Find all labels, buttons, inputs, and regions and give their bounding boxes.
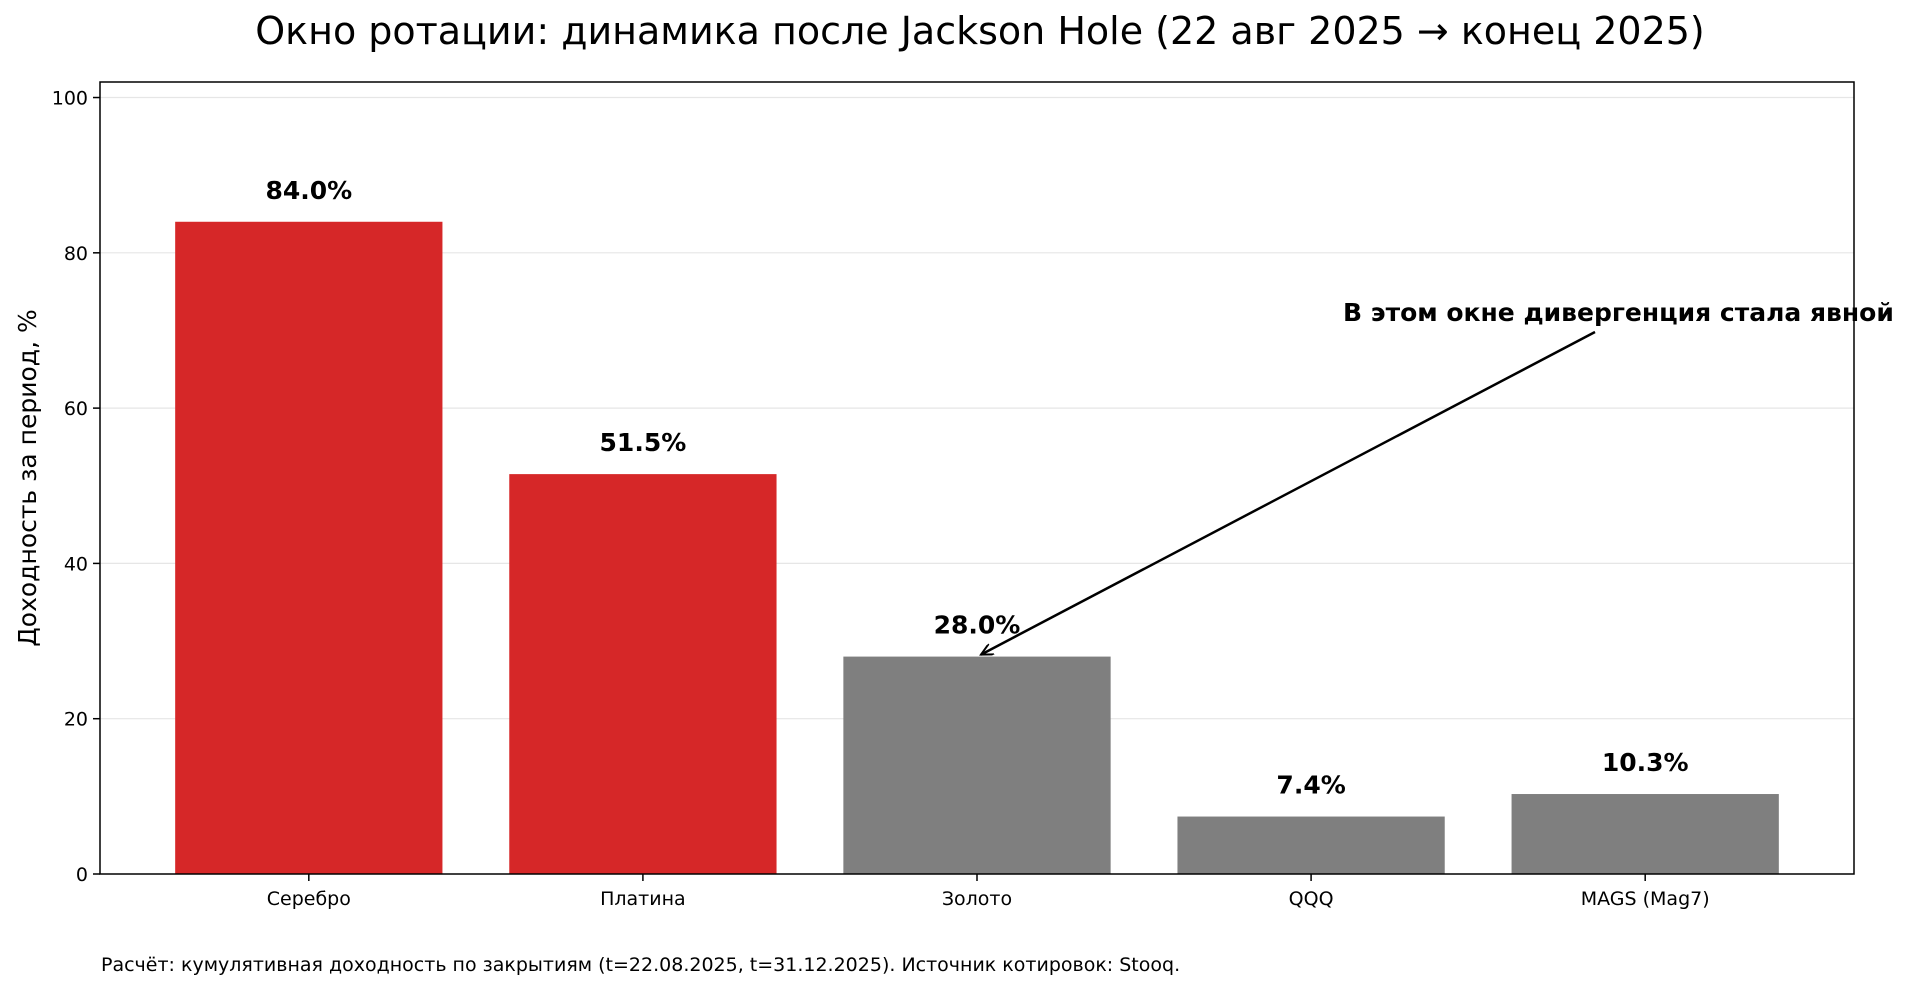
y-tick-label: 20 — [64, 709, 88, 731]
value-labels: 84.0% 51.5% 28.0% 7.4% 10.3% — [265, 176, 1688, 800]
data-label: 84.0% — [265, 176, 352, 205]
bar — [509, 474, 777, 874]
x-tick-label: Золото — [942, 888, 1012, 910]
y-axis-label: Доходность за период, % — [13, 309, 42, 646]
bars — [175, 221, 1779, 874]
footnote: Расчёт: кумулятивная доходность по закры… — [101, 954, 1180, 976]
data-label: 10.3% — [1602, 748, 1689, 777]
y-axis-ticks: 0 20 40 60 80 100 — [52, 88, 100, 886]
x-tick-label: Платина — [600, 888, 686, 910]
data-label: 51.5% — [600, 428, 687, 457]
annotation-text: В этом окне дивергенция стала явной — [1343, 298, 1894, 327]
chart-title: Окно ротации: динамика после Jackson Hol… — [255, 9, 1705, 53]
bar — [175, 221, 443, 874]
data-label: 28.0% — [934, 611, 1021, 640]
y-tick-label: 0 — [76, 864, 88, 886]
y-tick-label: 60 — [64, 398, 88, 420]
x-tick-label: QQQ — [1289, 888, 1334, 910]
annotation-arrow — [981, 330, 1596, 656]
bar — [1177, 816, 1445, 874]
bar — [843, 656, 1111, 874]
x-tick-label: Серебро — [267, 888, 351, 910]
x-axis-ticks: Серебро Платина Золото QQQ MAGS (Mag7) — [267, 874, 1710, 910]
bar — [1511, 794, 1779, 874]
data-label: 7.4% — [1276, 771, 1345, 800]
y-tick-label: 40 — [64, 553, 88, 575]
y-tick-label: 80 — [64, 243, 88, 265]
x-tick-label: MAGS (Mag7) — [1581, 888, 1710, 910]
y-tick-label: 100 — [52, 88, 88, 110]
